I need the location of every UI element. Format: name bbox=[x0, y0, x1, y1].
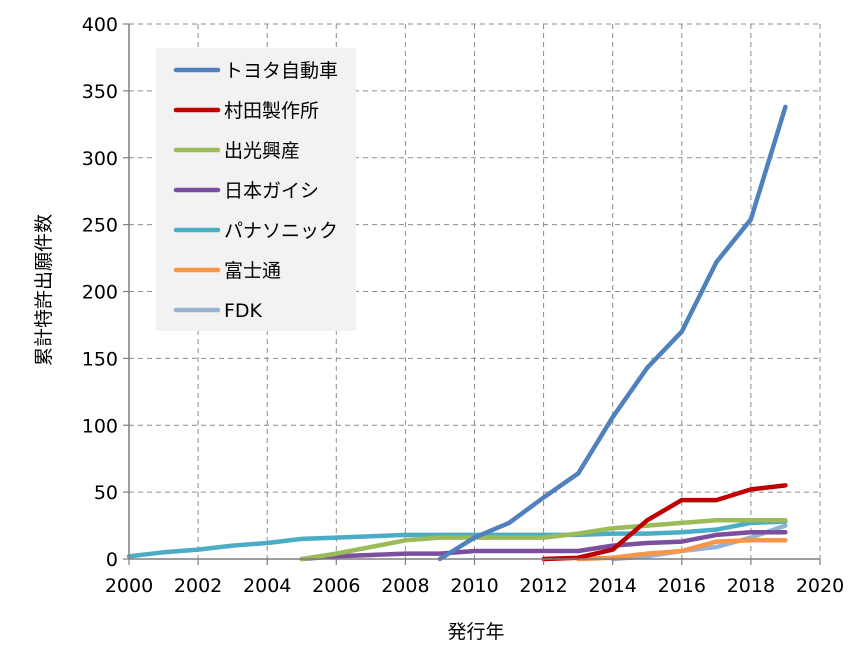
x-tick-label: 2008 bbox=[381, 575, 429, 597]
tick-labels: 0 50 100 150 200 250 300 350 400 2000 2002 2004 2006… bbox=[82, 14, 844, 597]
x-tick-label: 2010 bbox=[450, 575, 498, 597]
x-tick-label: 2014 bbox=[589, 575, 637, 597]
series-line bbox=[299, 530, 788, 562]
x-tick-label: 2016 bbox=[658, 575, 706, 597]
y-axis-title: 累計特許出願件数 bbox=[33, 214, 55, 366]
gridlines bbox=[129, 23, 821, 559]
x-tick-label: 2004 bbox=[243, 575, 291, 597]
legend-label: FDK bbox=[224, 300, 263, 322]
series-line bbox=[541, 483, 788, 562]
y-tick-label: 0 bbox=[106, 549, 118, 571]
legend-label: 村田製作所 bbox=[224, 100, 319, 122]
series-line bbox=[575, 538, 788, 562]
series-line bbox=[610, 523, 788, 562]
y-tick-label: 300 bbox=[82, 148, 118, 170]
legend-label: 出光興産 bbox=[224, 140, 300, 162]
y-tick-label: 150 bbox=[82, 348, 118, 370]
y-tick-label: 400 bbox=[82, 14, 118, 36]
legend-label: パナソニック bbox=[224, 220, 338, 242]
x-tick-label: 2018 bbox=[727, 575, 775, 597]
x-tick-label: 2006 bbox=[312, 575, 360, 597]
series-line bbox=[299, 517, 788, 562]
x-tick-label: 2002 bbox=[174, 575, 222, 597]
legend-label: 富士通 bbox=[224, 260, 281, 282]
x-tick-label: 2020 bbox=[796, 575, 844, 597]
series-line bbox=[437, 104, 788, 562]
legend-label: 日本ガイシ bbox=[224, 180, 319, 202]
x-tick-label: 2012 bbox=[519, 575, 567, 597]
y-tick-label: 250 bbox=[82, 215, 118, 237]
x-axis-title: 発行年 bbox=[447, 621, 504, 643]
legend-label: トヨタ自動車 bbox=[224, 60, 338, 82]
y-tick-label: 100 bbox=[82, 415, 118, 437]
x-tick-label: 2000 bbox=[105, 575, 153, 597]
y-tick-label: 350 bbox=[82, 81, 118, 103]
y-tick-label: 50 bbox=[94, 482, 118, 504]
series-line bbox=[126, 519, 788, 559]
y-tick-label: 200 bbox=[82, 282, 118, 304]
series-lines bbox=[126, 104, 788, 562]
